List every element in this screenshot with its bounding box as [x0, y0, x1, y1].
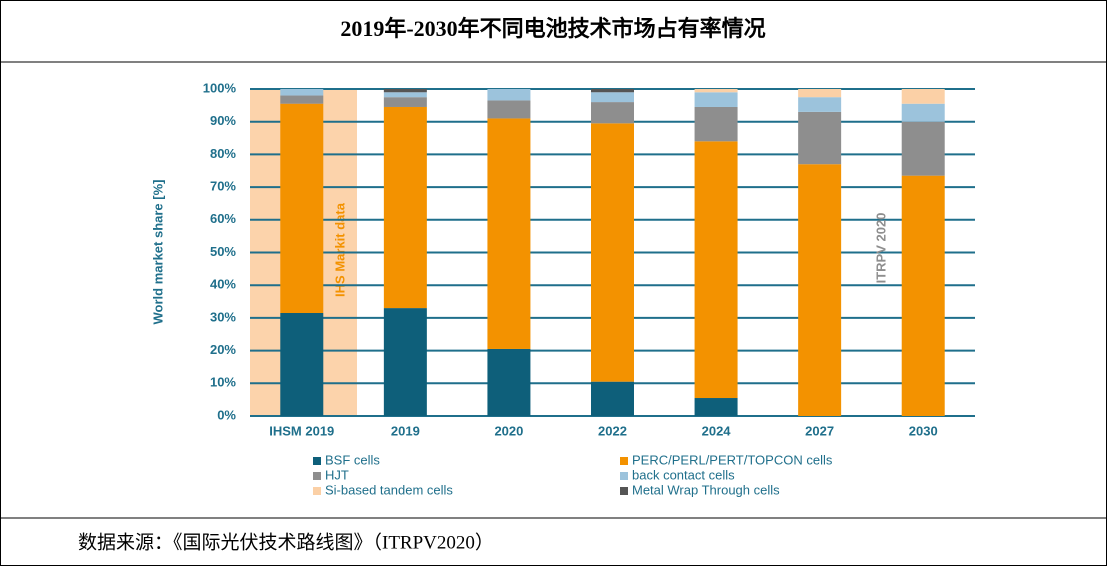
bar-segment	[591, 92, 634, 103]
chart-title: 2019年-2030年不同电池技术市场占有率情况	[340, 16, 765, 41]
bar-segment	[694, 89, 738, 93]
bar-segment	[591, 381, 634, 416]
bar-segment	[280, 89, 324, 96]
bar-segment	[383, 106, 427, 309]
bar-segment	[901, 175, 945, 416]
y-tick-label: 20%	[210, 342, 236, 357]
bar-segment	[694, 141, 738, 399]
legend-label: Si-based tandem cells	[325, 482, 453, 497]
x-tick-label: 2024	[702, 423, 732, 438]
y-tick-label: 60%	[210, 211, 236, 226]
bar-segment	[798, 97, 842, 112]
x-tick-label: 2030	[909, 423, 938, 438]
bar-segment	[694, 398, 738, 416]
bar-segment	[694, 92, 738, 107]
bar-segment	[383, 89, 427, 93]
bar-segment	[901, 121, 945, 176]
legend-swatch	[620, 487, 628, 495]
legend-label: Metal Wrap Through cells	[632, 482, 780, 497]
bar-segment	[591, 123, 634, 382]
x-tick-label: 2027	[805, 423, 834, 438]
bar-segment	[383, 92, 427, 98]
bar-segment	[280, 312, 324, 416]
bar-segment	[798, 111, 842, 165]
bar-segment	[591, 89, 634, 93]
y-tick-label: 40%	[210, 277, 236, 292]
legend-label: back contact cells	[632, 467, 735, 482]
y-tick-label: 80%	[210, 146, 236, 161]
y-axis-label: World market share [%]	[150, 180, 165, 325]
bar-segment	[383, 97, 427, 107]
y-tick-label: 30%	[210, 309, 236, 324]
legend-swatch	[313, 472, 321, 480]
legend-swatch	[620, 457, 628, 465]
bar-segment	[798, 164, 842, 416]
bar-segment	[383, 308, 427, 416]
y-tick-label: 10%	[210, 375, 236, 390]
bar-segment	[280, 103, 324, 313]
x-tick-label: 2022	[598, 423, 627, 438]
bar-segment	[591, 102, 634, 124]
legend-label: BSF cells	[325, 452, 380, 467]
legend-label: HJT	[325, 467, 349, 482]
legend-swatch	[313, 457, 321, 465]
legend-label: PERC/PERL/PERT/TOPCON cells	[632, 452, 833, 467]
annotation: ITRPV 2020	[873, 213, 888, 284]
bar-segment	[487, 118, 531, 349]
x-tick-label: IHSM 2019	[269, 423, 334, 438]
x-tick-label: 2019	[391, 423, 420, 438]
y-tick-label: 50%	[210, 244, 236, 259]
y-tick-label: 90%	[210, 113, 236, 128]
bar-segment	[694, 106, 738, 142]
legend-swatch	[313, 487, 321, 495]
annotation: IHS Markit data	[332, 202, 347, 297]
bar-segment	[280, 95, 324, 104]
y-tick-label: 100%	[203, 80, 237, 95]
bar-segment	[487, 89, 531, 101]
bar-segment	[487, 348, 531, 416]
legend-swatch	[620, 472, 628, 480]
y-tick-label: 0%	[217, 407, 236, 422]
x-tick-label: 2020	[494, 423, 523, 438]
bar-segment	[901, 103, 945, 122]
source-note: 数据来源：《国际光伏技术路线图》（ITRPV2020）	[78, 531, 494, 553]
bar-segment	[798, 89, 842, 98]
bar-segment	[487, 100, 531, 119]
bar-segment	[901, 89, 945, 104]
y-tick-label: 70%	[210, 179, 236, 194]
